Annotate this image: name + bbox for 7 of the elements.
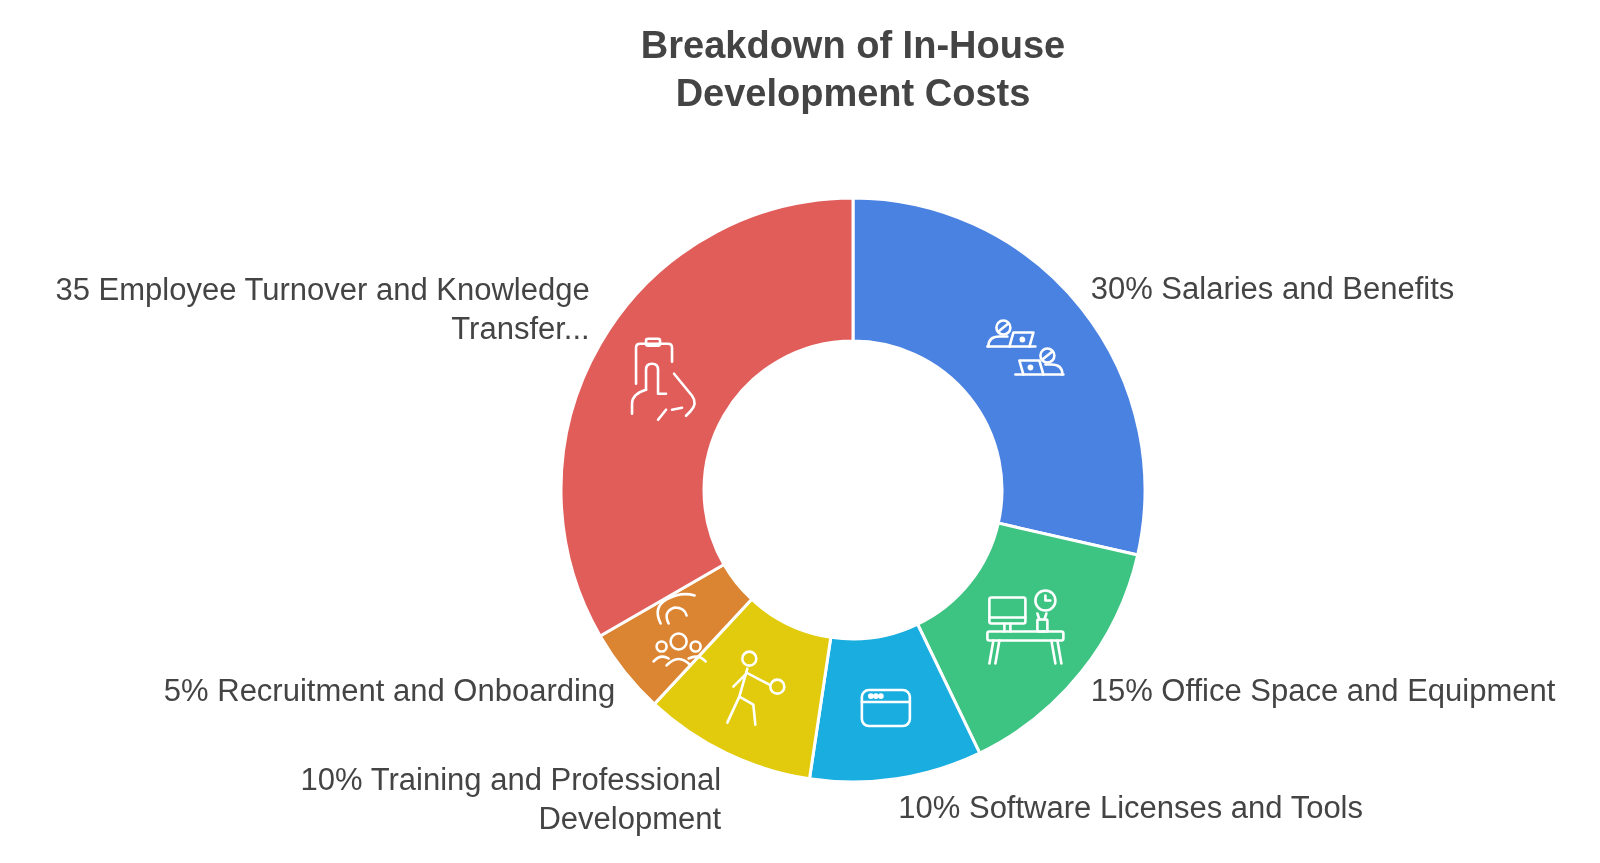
slice-label: 35 Employee Turnover and Knowledge Transfer... xyxy=(55,272,590,346)
slice-label: 10% Training and Professional Development xyxy=(300,762,722,837)
slice-label: 30% Salaries and Benefits xyxy=(1090,271,1455,307)
slice-label: 15% Office Space and Equipment xyxy=(1090,672,1556,708)
slice-label: 5% Recruitment and Onboarding xyxy=(163,672,616,708)
chart-title: Breakdown of In-House Development Costs xyxy=(640,24,1066,114)
slice-label: 10% Software Licenses and Tools xyxy=(898,790,1364,826)
